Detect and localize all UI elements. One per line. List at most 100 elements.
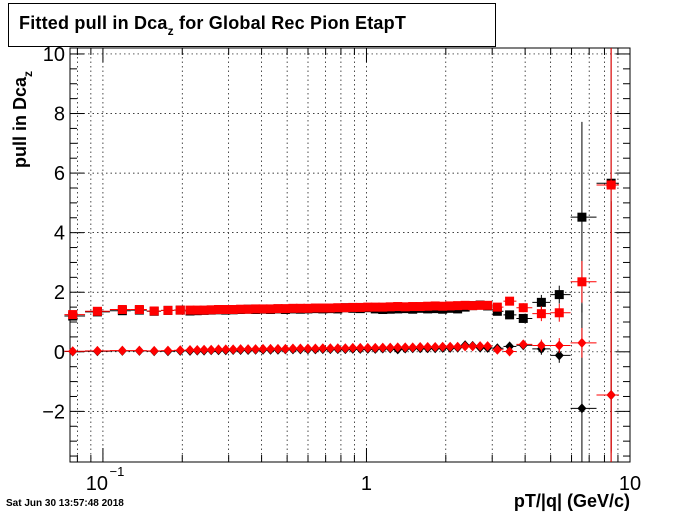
- y-tick-label: 0: [54, 342, 65, 364]
- diamond-marker: [378, 342, 388, 353]
- diamond-marker: [149, 345, 159, 356]
- diamond-marker: [505, 346, 515, 357]
- square-marker: [393, 302, 403, 312]
- square-marker: [400, 302, 410, 312]
- diamond-marker: [325, 343, 335, 354]
- square-marker: [363, 302, 373, 312]
- square-marker: [577, 277, 587, 287]
- square-marker: [92, 306, 102, 316]
- diamond-marker: [505, 341, 515, 352]
- square-marker: [518, 313, 528, 323]
- diamond-marker: [318, 343, 328, 354]
- y-tick-label: 8: [54, 104, 65, 126]
- diamond-marker: [492, 344, 502, 355]
- square-marker: [185, 305, 195, 315]
- square-marker: [430, 301, 440, 311]
- diamond-marker: [134, 345, 144, 356]
- square-marker: [213, 305, 223, 315]
- timestamp: Sat Jun 30 13:57:48 2018: [6, 498, 124, 509]
- square-marker: [378, 302, 388, 312]
- diamond-marker: [243, 344, 253, 355]
- title-box: Fitted pull in Dcaz for Global Rec Pion …: [8, 3, 496, 47]
- square-marker: [192, 305, 202, 315]
- square-marker: [468, 301, 478, 311]
- diamond-marker: [393, 342, 403, 353]
- square-marker: [280, 304, 290, 314]
- square-marker: [228, 305, 238, 315]
- square-marker: [460, 300, 470, 310]
- diamond-marker: [475, 341, 485, 352]
- diamond-marker: [295, 343, 305, 354]
- square-marker: [236, 304, 246, 314]
- chart-title: Fitted pull in Dcaz for Global Rec Pion …: [19, 13, 407, 38]
- square-marker: [340, 303, 350, 313]
- diamond-marker: [340, 343, 350, 354]
- square-marker: [483, 300, 493, 310]
- square-marker: [303, 303, 313, 313]
- square-marker: [258, 304, 268, 314]
- square-marker: [199, 305, 209, 315]
- square-marker: [505, 310, 515, 320]
- diamond-marker: [175, 345, 185, 356]
- diamond-marker: [236, 344, 246, 355]
- diamond-marker: [577, 403, 587, 414]
- square-marker: [415, 302, 425, 312]
- square-marker: [348, 302, 358, 312]
- diamond-marker: [423, 342, 433, 353]
- diamond-marker: [445, 341, 455, 352]
- diamond-marker: [554, 350, 564, 361]
- diamond-marker: [303, 343, 313, 354]
- square-marker: [266, 304, 276, 314]
- diamond-marker: [273, 343, 283, 354]
- square-marker: [453, 301, 463, 311]
- x-tick-label-exponent: −1: [110, 464, 125, 479]
- square-marker: [385, 302, 395, 312]
- square-marker: [370, 302, 380, 312]
- y-tick-label: −2: [42, 401, 65, 423]
- square-marker: [333, 303, 343, 313]
- diamond-marker: [408, 342, 418, 353]
- diamond-marker: [370, 342, 380, 353]
- square-marker: [149, 306, 159, 316]
- diamond-marker: [251, 344, 261, 355]
- diamond-marker: [206, 344, 216, 355]
- square-marker: [175, 305, 185, 315]
- square-marker: [536, 309, 546, 319]
- square-marker: [355, 302, 365, 312]
- square-marker: [492, 302, 502, 312]
- square-marker: [117, 305, 127, 315]
- square-marker: [221, 305, 231, 315]
- square-marker: [518, 303, 528, 313]
- diamond-marker: [280, 343, 290, 354]
- square-marker: [475, 300, 485, 310]
- diamond-marker: [221, 344, 231, 355]
- square-marker: [243, 304, 253, 314]
- square-marker: [68, 310, 78, 320]
- diamond-marker: [213, 344, 223, 355]
- square-marker: [423, 301, 433, 311]
- square-marker: [310, 303, 320, 313]
- diamond-marker: [192, 345, 202, 356]
- diamond-marker: [163, 345, 173, 356]
- grid-lines: [70, 48, 631, 462]
- diamond-marker: [310, 343, 320, 354]
- diamond-marker: [577, 337, 587, 348]
- square-marker: [606, 180, 616, 190]
- diamond-marker: [228, 344, 238, 355]
- square-marker: [325, 303, 335, 313]
- square-marker: [536, 297, 546, 307]
- diamond-marker: [430, 342, 440, 353]
- diamond-marker: [288, 343, 298, 354]
- square-marker: [438, 301, 448, 311]
- diamond-marker: [606, 389, 616, 400]
- x-tick-label: 10: [619, 473, 641, 495]
- y-tick-label: 4: [54, 223, 65, 245]
- square-marker: [577, 212, 587, 222]
- y-tick-label: 6: [54, 163, 65, 185]
- square-marker: [134, 305, 144, 315]
- square-marker: [554, 290, 564, 300]
- diamond-marker: [536, 340, 546, 351]
- x-axis-label: pT/|q| (GeV/c): [513, 491, 630, 511]
